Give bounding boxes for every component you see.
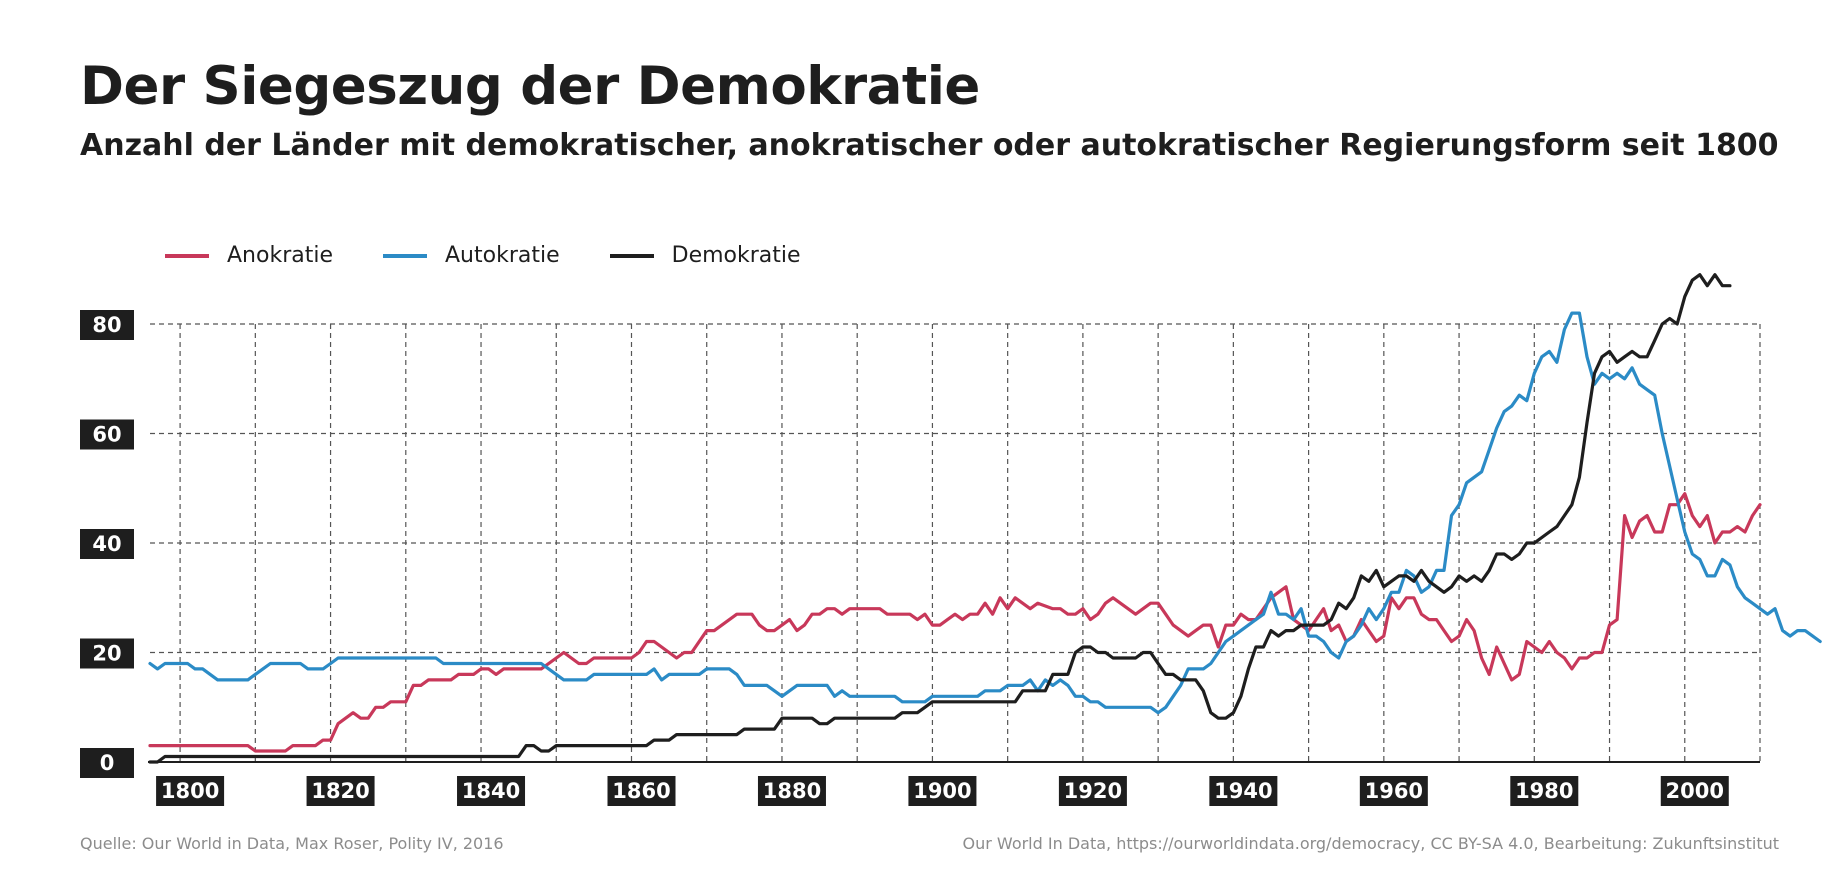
y-tick-box-80 xyxy=(80,310,134,340)
chart-title: Der Siegeszug der Demokratie xyxy=(80,56,980,117)
x-tick-label-2000: 2000 xyxy=(1666,779,1724,803)
legend-swatch-demokratie xyxy=(609,253,654,258)
legend-label-autokratie: Autokratie xyxy=(445,243,560,268)
x-tick-box-1960 xyxy=(1359,776,1428,806)
source-note: Quelle: Our World in Data, Max Roser, Po… xyxy=(80,834,504,853)
legend-label-anokratie: Anokratie xyxy=(227,243,333,268)
legend-swatch-anokratie xyxy=(165,253,209,258)
legend-item-autokratie: Autokratie xyxy=(383,243,560,268)
x-tick-box-1840 xyxy=(457,776,526,806)
series-line-autokratie xyxy=(148,311,1822,715)
y-tick-label-60: 60 xyxy=(92,423,121,447)
x-tick-label-1880: 1880 xyxy=(763,779,821,803)
x-tick-box-1900 xyxy=(908,776,977,806)
x-tick-box-1920 xyxy=(1058,776,1127,806)
x-tick-label-1860: 1860 xyxy=(612,779,670,803)
y-tick-box-40 xyxy=(80,529,134,559)
x-tick-label-1900: 1900 xyxy=(913,779,971,803)
series-line-demokratie xyxy=(148,273,1732,764)
y-tick-label-0: 0 xyxy=(100,751,115,775)
chart-subtitle: Anzahl der Länder mit demokratischer, an… xyxy=(80,128,1779,163)
x-tick-box-2000 xyxy=(1660,776,1729,806)
y-tick-label-20: 20 xyxy=(92,642,121,666)
legend-item-demokratie: Demokratie xyxy=(609,243,801,268)
x-tick-label-1820: 1820 xyxy=(311,779,369,803)
x-tick-box-1820 xyxy=(306,776,375,806)
x-tick-label-1980: 1980 xyxy=(1515,779,1573,803)
y-tick-label-80: 80 xyxy=(92,313,121,337)
x-tick-box-1980 xyxy=(1510,776,1579,806)
legend-item-anokratie: Anokratie xyxy=(165,243,333,268)
legend-swatch-autokratie xyxy=(383,253,427,258)
legend-label-demokratie: Demokratie xyxy=(671,243,801,268)
x-tick-box-1880 xyxy=(757,776,826,806)
y-tick-label-40: 40 xyxy=(92,532,121,556)
license-note: Our World In Data, https://ourworldindat… xyxy=(962,834,1779,853)
y-tick-box-60 xyxy=(80,419,134,450)
y-tick-box-0 xyxy=(80,748,134,778)
x-tick-box-1940 xyxy=(1209,776,1278,806)
x-tick-label-1840: 1840 xyxy=(462,779,520,803)
x-tick-label-1920: 1920 xyxy=(1064,779,1122,803)
x-tick-label-1960: 1960 xyxy=(1365,779,1423,803)
y-tick-box-20 xyxy=(80,638,134,669)
legend: Anokratie Autokratie Demokratie xyxy=(165,243,851,268)
x-tick-box-1860 xyxy=(607,776,676,806)
x-tick-box-1800 xyxy=(156,776,225,806)
x-tick-label-1800: 1800 xyxy=(161,779,219,803)
series-line-anokratie xyxy=(148,492,1762,753)
x-tick-label-1940: 1940 xyxy=(1214,779,1272,803)
